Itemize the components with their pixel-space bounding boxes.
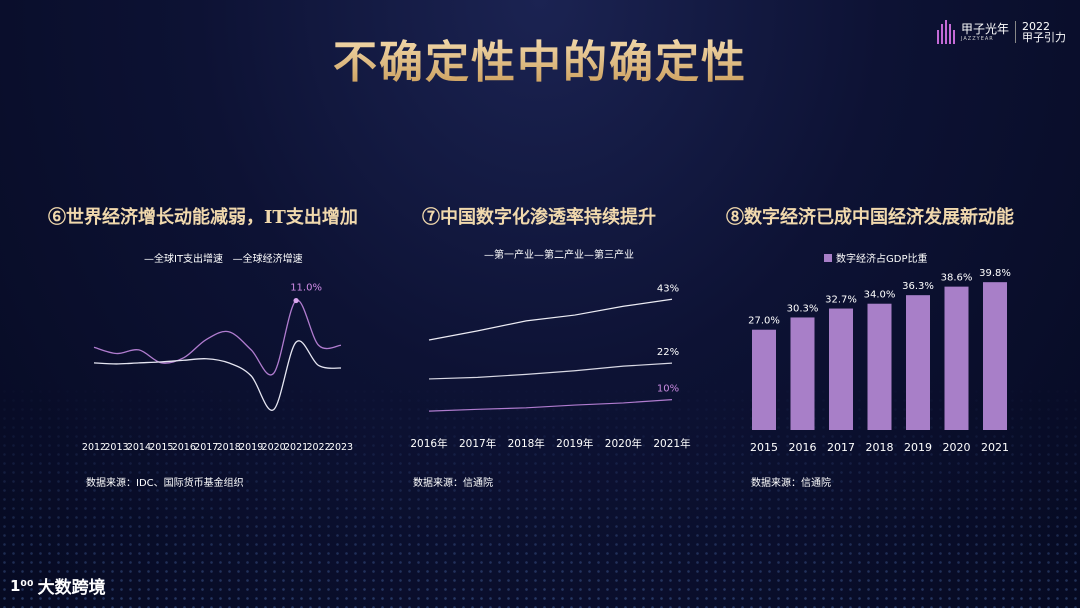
x-tick-label: 2021 (981, 441, 1009, 454)
x-tick-label: 2017年 (459, 437, 496, 450)
bar-value-label: 30.3% (787, 303, 819, 314)
legend-item-it: 全球IT支出增速 (154, 254, 224, 265)
x-tick-label: 2018 (217, 442, 241, 453)
x-tick-label: 2019年 (556, 437, 593, 450)
x-tick-label: 2020 (943, 441, 971, 454)
end-label: 10% (657, 384, 679, 395)
bar (983, 282, 1007, 430)
series-line-primary (428, 399, 673, 412)
legend-line-icon: — (534, 250, 544, 261)
x-tick-label: 2016 (172, 442, 196, 453)
x-tick-label: 2019 (239, 442, 263, 453)
legend-line-icon: — (484, 250, 494, 261)
bar (829, 308, 853, 430)
bar-value-label: 39.8% (979, 268, 1011, 279)
logo-subname: JAZZYEAR (960, 35, 994, 42)
x-tick-label: 2020 (262, 442, 286, 453)
x-tick-label: 2022 (306, 442, 330, 453)
end-label: 43% (657, 283, 679, 294)
x-tick-label: 2019 (904, 441, 932, 454)
legend-line-icon: — (232, 254, 243, 265)
legend-item-tertiary: 第三产业 (594, 250, 634, 261)
bar (790, 317, 815, 430)
logo-year: 2022 (1022, 20, 1050, 33)
event-logo: 甲子光年 JAZZYEAR 2022 甲子引力 (936, 20, 1066, 44)
bar (867, 303, 892, 430)
series-line-secondary (428, 362, 673, 380)
legend-line-icon: — (584, 250, 594, 261)
jazzyear-logo-icon (936, 20, 955, 44)
x-tick-label: 2015 (750, 441, 778, 454)
panel-title-digital-economy: ⑧数字经济已成中国经济发展新动能 (726, 207, 1014, 228)
x-tick-label: 2017 (194, 442, 218, 453)
bar-value-label: 32.7% (825, 295, 857, 306)
brand-mark-icon: 1⁰⁰ (10, 576, 34, 595)
x-tick-label: 2017 (827, 441, 855, 454)
legend-line-icon: — (144, 254, 154, 265)
legend-item-primary: 第一产业 (494, 250, 534, 261)
x-tick-label: 2021年 (653, 437, 690, 450)
bar-value-label: 36.3% (902, 281, 934, 292)
bar (906, 295, 930, 430)
x-tick-label: 2012 (82, 442, 106, 453)
brand-name: 大数跨境 (37, 578, 106, 598)
source-chart1: 数据来源：IDC、国际货币基金组织 (86, 478, 244, 489)
x-tick-label: 2016 (789, 441, 817, 454)
legend-chart2: —第一产业—第二产业—第三产业 (484, 246, 634, 261)
source-chart2: 数据来源：信通院 (413, 478, 493, 489)
page-title: 不确定性中的确定性 (0, 26, 1080, 90)
bar (752, 329, 776, 430)
x-tick-label: 2021 (284, 442, 308, 453)
bar-value-label: 34.0% (864, 290, 896, 301)
logo-name: 甲子光年 (960, 21, 1009, 36)
panel-title-it-spending: ⑥世界经济增长动能减弱，IT支出增加 (48, 207, 358, 228)
bar-value-label: 38.6% (941, 273, 973, 284)
panel-title-digital-penetration: ⑦中国数字化渗透率持续提升 (422, 207, 656, 228)
x-tick-label: 2013 (104, 442, 128, 453)
series-line-economy (93, 340, 342, 411)
x-tick-label: 2023 (329, 442, 353, 453)
legend-item-secondary: 第二产业 (544, 250, 584, 261)
bar (944, 286, 969, 430)
x-tick-label: 2016年 (410, 437, 447, 450)
legend-item-digital-share: 数字经济占GDP比重 (836, 254, 928, 265)
peak-point (293, 297, 299, 304)
legend-square-icon (824, 253, 832, 262)
brand-logo: 1⁰⁰ 大数跨境 (10, 573, 106, 599)
bar-value-label: 27.0% (748, 316, 780, 327)
data-label: 11.0% (290, 283, 322, 294)
x-tick-label: 2015 (149, 442, 173, 453)
series-line-tertiary (428, 298, 673, 341)
dot-wave-background (0, 378, 1080, 608)
x-tick-label: 2018年 (508, 437, 545, 450)
legend-chart1: —全球IT支出增速 —全球经济增速 (144, 250, 303, 265)
logo-divider (1015, 21, 1016, 43)
end-label: 22% (657, 347, 679, 358)
x-tick-label: 2020年 (605, 437, 642, 450)
legend-chart3: 数字经济占GDP比重 (824, 250, 927, 265)
x-tick-label: 2014 (127, 442, 151, 453)
logo-event: 甲子引力 (1022, 31, 1066, 44)
x-tick-label: 2018 (866, 441, 894, 454)
source-chart3: 数据来源：信通院 (751, 478, 831, 489)
legend-item-economy: 全球经济增速 (242, 254, 303, 265)
